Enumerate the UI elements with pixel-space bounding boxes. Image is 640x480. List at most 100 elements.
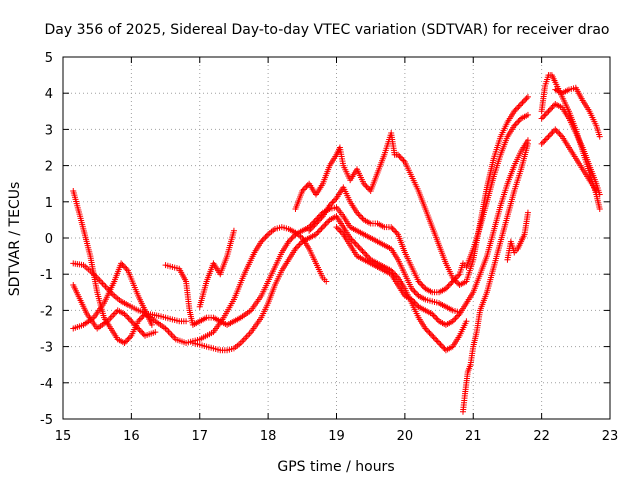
x-axis-label: GPS time / hours — [277, 459, 394, 475]
data-point — [148, 321, 155, 328]
y-tick-label: 2 — [45, 160, 53, 175]
chart-title: Day 356 of 2025, Sidereal Day-to-day VTE… — [44, 22, 609, 38]
data-point — [323, 219, 330, 226]
y-tick-label: 1 — [45, 196, 53, 211]
data-point — [356, 212, 363, 219]
data-point — [396, 153, 403, 160]
x-tick-label: 23 — [602, 429, 619, 444]
data-point — [522, 96, 529, 103]
data-point — [448, 279, 455, 286]
x-tick-label: 17 — [191, 429, 208, 444]
data-point — [322, 221, 329, 228]
data-point — [511, 122, 518, 129]
x-tick-label: 15 — [55, 429, 72, 444]
data-point — [293, 244, 300, 251]
data-point — [388, 224, 395, 231]
data-point — [107, 315, 114, 322]
data-point — [596, 191, 603, 198]
data-point — [519, 99, 526, 106]
data-point — [103, 285, 110, 292]
series-arc-12 — [504, 209, 531, 263]
series-arc-10 — [333, 137, 531, 328]
data-point — [360, 249, 367, 256]
data-point — [164, 327, 171, 334]
data-point — [433, 315, 440, 322]
data-point — [314, 219, 321, 226]
data-point — [542, 111, 549, 118]
data-point — [136, 326, 143, 333]
data-point — [285, 238, 292, 245]
data-point — [512, 121, 519, 128]
data-point — [315, 228, 322, 235]
data-point — [166, 330, 173, 337]
data-point — [514, 105, 521, 112]
series-arc-9 — [306, 111, 531, 296]
data-point — [355, 211, 362, 218]
data-point — [416, 279, 423, 286]
data-point — [463, 318, 470, 325]
data-point — [548, 105, 555, 112]
y-tick-label: 0 — [45, 232, 53, 247]
data-point — [442, 285, 449, 292]
data-point — [364, 253, 371, 260]
data-point — [302, 185, 309, 192]
data-point — [318, 214, 325, 221]
series-arc-5 — [162, 204, 463, 328]
data-point — [544, 135, 551, 142]
x-tick-label: 19 — [328, 429, 345, 444]
y-tick-label: -1 — [40, 268, 53, 283]
y-tick-label: 3 — [45, 123, 53, 138]
data-point — [261, 235, 268, 242]
data-point — [329, 199, 336, 206]
data-point — [524, 111, 531, 118]
data-point — [121, 311, 128, 318]
data-point — [512, 106, 519, 113]
data-point — [96, 277, 103, 284]
data-point — [515, 103, 522, 110]
data-point — [110, 312, 117, 319]
data-point — [128, 318, 135, 325]
data-point — [453, 313, 460, 320]
data-point — [321, 222, 328, 229]
data-point — [364, 185, 371, 192]
data-point — [520, 98, 527, 105]
series-arc-14 — [538, 101, 603, 198]
data-point — [319, 224, 326, 231]
data-point — [135, 325, 142, 332]
y-tick-label: -4 — [40, 377, 53, 392]
data-point — [358, 214, 365, 221]
data-point — [549, 103, 556, 110]
y-tick-label: 5 — [45, 51, 53, 66]
data-point — [546, 106, 553, 113]
data-point — [129, 319, 136, 326]
data-point — [408, 285, 415, 292]
x-tick-label: 21 — [465, 429, 482, 444]
data-point — [389, 225, 396, 232]
data-point — [99, 280, 106, 287]
data-point — [539, 114, 546, 121]
data-point — [123, 266, 130, 273]
data-point — [108, 313, 115, 320]
data-point — [447, 281, 454, 288]
data-point — [125, 315, 132, 322]
data-point — [132, 322, 139, 329]
data-point — [411, 299, 418, 306]
data-point — [444, 284, 451, 291]
data-point — [393, 229, 400, 236]
data-point — [553, 127, 560, 134]
grid-lines — [63, 57, 610, 419]
data-point — [124, 313, 131, 320]
series-arc-6 — [189, 213, 470, 354]
series-arc-8 — [292, 93, 531, 289]
data-point — [137, 328, 144, 335]
series-arc-13 — [538, 72, 603, 213]
data-point — [431, 313, 438, 320]
data-point — [169, 333, 176, 340]
data-point — [410, 297, 417, 304]
data-marks — [70, 72, 603, 415]
data-point — [338, 229, 345, 236]
x-tick-label: 22 — [533, 429, 550, 444]
data-point — [262, 234, 269, 241]
data-point — [436, 339, 443, 346]
